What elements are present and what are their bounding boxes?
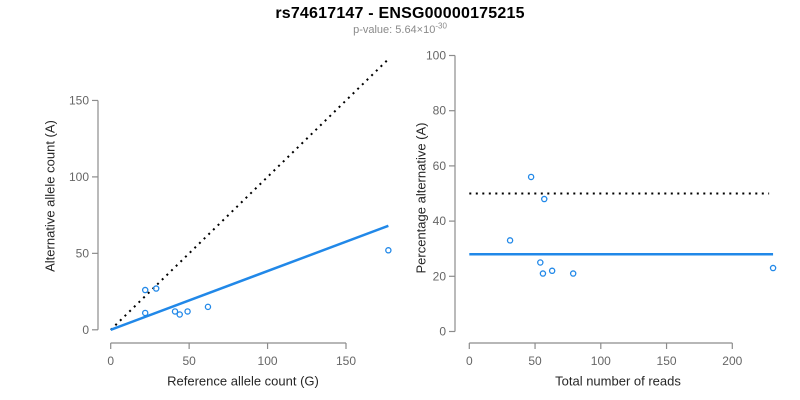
chart-title: rs74617147 - ENSG00000175215 bbox=[275, 5, 525, 22]
data-point bbox=[141, 309, 149, 317]
data-point bbox=[537, 259, 544, 266]
data-point bbox=[569, 270, 577, 277]
y-tick-label: 80 bbox=[433, 104, 447, 118]
x-tick-label: 150 bbox=[657, 354, 677, 368]
data-point bbox=[385, 247, 392, 254]
p-value-exponent: -30 bbox=[435, 21, 447, 31]
left-x-axis-title: Reference allele count (G) bbox=[167, 373, 319, 389]
x-tick-label: 150 bbox=[336, 354, 356, 368]
x-tick-label: 50 bbox=[182, 354, 196, 368]
data-point bbox=[204, 303, 212, 311]
y-tick-label: 50 bbox=[76, 246, 90, 260]
y-tick-label: 150 bbox=[69, 93, 89, 107]
x-tick-label: 0 bbox=[466, 354, 473, 368]
x-tick-label: 100 bbox=[591, 354, 611, 368]
data-point bbox=[548, 267, 556, 275]
right-y-axis-title: Percentage alternative (A) bbox=[413, 122, 429, 274]
data-point bbox=[769, 264, 777, 272]
data-point bbox=[171, 308, 179, 315]
x-tick-label: 100 bbox=[258, 354, 278, 368]
y-tick-label: 60 bbox=[433, 159, 447, 173]
left-y-axis-title: Alternative allele count (A) bbox=[42, 120, 58, 272]
data-point bbox=[184, 308, 191, 315]
y-tick-label: 100 bbox=[69, 170, 89, 184]
y-tick-label: 0 bbox=[82, 323, 89, 337]
p-value-text: p-value: 5.64×10 bbox=[353, 24, 436, 36]
y-tick-label: 0 bbox=[439, 325, 446, 339]
data-point bbox=[527, 173, 535, 181]
data-point bbox=[176, 311, 183, 318]
data-point bbox=[506, 237, 514, 244]
x-tick-label: 200 bbox=[722, 354, 742, 368]
ref-vs-alt-count-panel: 0 50 100 150 0 50 100 150 bbox=[69, 56, 392, 368]
x-tick-label: 0 bbox=[107, 354, 114, 368]
reads-vs-percentage-panel: 0 50 100 150 200 0 20 40 60 80 100 bbox=[426, 49, 777, 368]
data-point bbox=[141, 286, 149, 294]
fit-line bbox=[110, 224, 389, 331]
data-point bbox=[541, 195, 548, 203]
y-tick-label: 40 bbox=[433, 214, 447, 228]
data-point bbox=[152, 285, 160, 292]
identity-line bbox=[110, 56, 391, 331]
x-tick-label: 50 bbox=[528, 354, 542, 368]
y-tick-label: 20 bbox=[433, 269, 447, 283]
right-x-axis-title: Total number of reads bbox=[555, 373, 681, 389]
y-tick-label: 100 bbox=[426, 49, 446, 63]
p-value-subtitle: p-value: 5.64×10-30 bbox=[0, 21, 800, 36]
data-point bbox=[539, 270, 547, 277]
